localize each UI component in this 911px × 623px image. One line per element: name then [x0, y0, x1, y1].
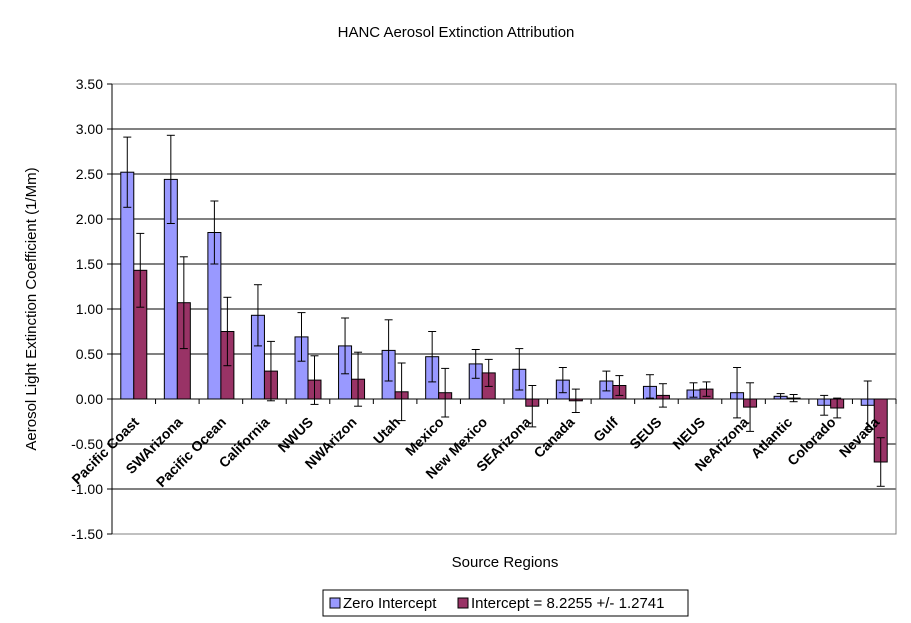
chart-title: HANC Aerosol Extinction Attribution	[338, 24, 575, 41]
x-category-label: SEUS	[626, 414, 664, 452]
y-tick-label: -1.50	[71, 526, 103, 542]
error-bar	[528, 385, 537, 428]
error-bar	[571, 388, 580, 413]
y-tick-label: 2.50	[76, 166, 103, 182]
error-bar	[733, 367, 742, 419]
error-bar	[558, 367, 567, 394]
y-tick-label: 1.00	[76, 301, 103, 317]
error-bar	[484, 358, 493, 387]
error-bar	[428, 331, 437, 383]
y-tick-label: 3.50	[76, 76, 103, 92]
error-bar	[223, 296, 232, 367]
y-tick-label: 2.00	[76, 211, 103, 227]
legend-swatch-zero-intercept	[329, 597, 341, 609]
error-bar	[515, 348, 524, 391]
error-bar	[310, 355, 319, 405]
error-bar	[179, 256, 188, 350]
error-bar	[615, 375, 624, 396]
error-bar	[863, 380, 872, 431]
x-category-label: NEUS	[669, 414, 708, 453]
error-bar	[833, 397, 842, 419]
legend-label-zero-intercept: Zero Intercept	[343, 595, 437, 612]
x-axis-title: Source Regions	[452, 554, 559, 571]
y-tick-label: -1.00	[71, 481, 103, 497]
error-bar	[602, 370, 611, 392]
error-bar	[702, 381, 711, 397]
legend-box	[322, 589, 689, 617]
y-tick-label: 0.00	[76, 391, 103, 407]
error-bar	[297, 312, 306, 362]
x-category-label: Gulf	[590, 414, 621, 445]
error-bar	[789, 394, 798, 403]
error-bar	[341, 317, 350, 375]
error-bar	[689, 382, 698, 398]
error-bar	[253, 284, 262, 347]
legend-label-intercept: Intercept = 8.2255 +/- 1.2741	[471, 595, 664, 612]
error-bar	[658, 383, 667, 408]
error-bar	[746, 382, 755, 432]
legend: Zero Intercept Intercept = 8.2255 +/- 1.…	[322, 589, 689, 617]
y-tick-label: 0.50	[76, 346, 103, 362]
error-bar	[384, 319, 393, 382]
x-category-label: Colorado	[784, 414, 839, 469]
error-bar	[471, 349, 480, 379]
error-bar	[123, 136, 132, 208]
y-tick-label: 1.50	[76, 256, 103, 272]
y-tick-label: -0.50	[71, 436, 103, 452]
error-bar	[441, 367, 450, 418]
error-bar	[397, 362, 406, 422]
bars	[120, 171, 888, 463]
y-axis-title: Aerosol Light Extinction Coefficient (1/…	[23, 167, 40, 450]
x-category-label: NWUS	[275, 414, 317, 456]
x-category-label: Utah	[370, 414, 403, 447]
error-bar	[166, 134, 175, 224]
y-tick-label: 3.00	[76, 121, 103, 137]
error-bar	[136, 232, 145, 308]
x-category-label: Canada	[530, 414, 577, 461]
error-bar	[210, 200, 219, 265]
error-bar	[876, 437, 885, 487]
error-bar	[266, 340, 275, 402]
error-bar	[645, 374, 654, 399]
error-bar	[354, 351, 363, 407]
error-bars	[123, 134, 885, 487]
legend-swatch-intercept	[457, 597, 469, 609]
